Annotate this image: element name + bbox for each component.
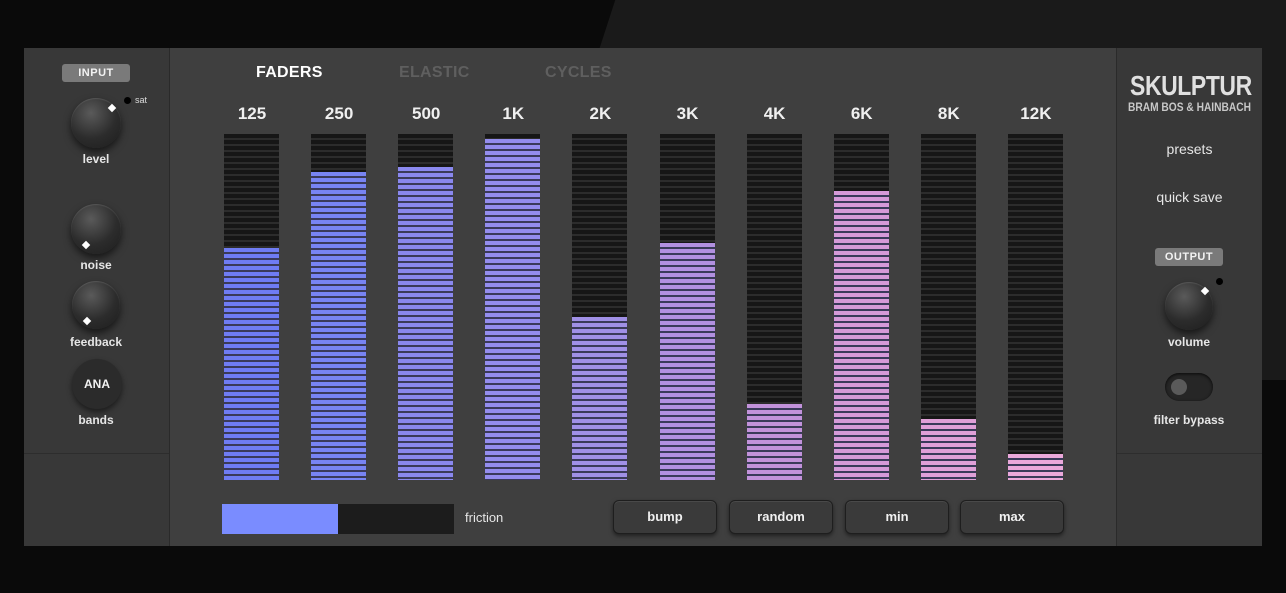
- fader-label-4k: 4K: [763, 104, 786, 123]
- tab-elastic[interactable]: ELASTIC: [399, 64, 470, 81]
- fader-label-500: 500: [412, 104, 441, 123]
- fader-label-6k: 6K: [850, 104, 873, 123]
- fader-fill: [1007, 454, 1063, 480]
- fader-125[interactable]: [224, 134, 279, 480]
- quick-save-link[interactable]: quick save: [1156, 189, 1223, 205]
- fader-label-8k: 8K: [937, 104, 960, 123]
- knob-indicator: [1200, 286, 1210, 296]
- fader-fill: [746, 404, 802, 480]
- fader-6k[interactable]: [833, 134, 889, 480]
- fader-fill: [659, 243, 715, 480]
- friction-slider[interactable]: [222, 504, 454, 534]
- fader-4k[interactable]: [746, 134, 802, 480]
- fader-label-12k: 12K: [1020, 104, 1052, 123]
- input-panel: INPUT sat level noise feedback ANA bands: [24, 48, 170, 546]
- fader-handle: [224, 248, 279, 250]
- level-label: level: [82, 152, 110, 166]
- volume-indicator-dot: [1216, 278, 1223, 285]
- sat-label: sat: [135, 95, 148, 105]
- volume-label: volume: [1167, 335, 1210, 349]
- knob-indicator: [82, 316, 92, 326]
- fader-label-125: 125: [237, 104, 267, 123]
- input-badge: INPUT: [62, 64, 130, 82]
- fader-fill: [833, 191, 889, 480]
- bump-button[interactable]: bump: [613, 500, 717, 534]
- bands-label: bands: [78, 413, 114, 427]
- fader-500[interactable]: [398, 134, 454, 480]
- min-button[interactable]: min: [845, 500, 949, 534]
- volume-knob[interactable]: [1165, 282, 1213, 330]
- tab-faders[interactable]: FADERS: [256, 64, 323, 81]
- knob-indicator: [107, 103, 117, 113]
- divider: [1117, 453, 1262, 454]
- fader-fill: [572, 317, 628, 480]
- friction-label: friction: [465, 510, 504, 525]
- fader-fill: [224, 248, 279, 480]
- fader-handle: [920, 419, 976, 421]
- fader-handle: [398, 167, 454, 169]
- max-button[interactable]: max: [960, 500, 1064, 534]
- noise-label: noise: [80, 258, 112, 272]
- feedback-knob[interactable]: [72, 281, 120, 329]
- fader-1k[interactable]: [485, 134, 541, 480]
- presets-link[interactable]: presets: [1166, 141, 1213, 157]
- fader-handle: [485, 139, 541, 141]
- fader-label-3k: 3K: [676, 104, 699, 123]
- divider: [24, 453, 169, 454]
- fader-8k[interactable]: [920, 134, 976, 480]
- noise-knob[interactable]: [71, 204, 121, 254]
- fader-fill: [311, 172, 367, 480]
- bands-ana-button[interactable]: ANA: [72, 359, 122, 409]
- fader-handle: [1007, 454, 1063, 456]
- plugin-window: INPUT sat level noise feedback ANA bands…: [24, 48, 1262, 546]
- logo-subtitle: BRAM BOS & HAINBACH: [1128, 100, 1251, 114]
- fader-fill: [485, 139, 541, 480]
- friction-slider-fill: [222, 504, 338, 534]
- output-panel: SKULPTUR BRAM BOS & HAINBACH presets qui…: [1116, 48, 1262, 546]
- toggle-thumb: [1171, 379, 1187, 395]
- fader-12k[interactable]: [1007, 134, 1063, 480]
- fader-label-1k: 1K: [502, 104, 525, 123]
- filter-bypass-toggle[interactable]: [1165, 373, 1213, 401]
- output-badge: OUTPUT: [1155, 248, 1223, 266]
- fader-handle: [572, 317, 628, 319]
- fader-handle: [311, 172, 367, 174]
- level-knob[interactable]: [71, 98, 121, 148]
- fader-2k[interactable]: [572, 134, 628, 480]
- logo-title: SKULPTUR: [1130, 70, 1252, 101]
- random-button[interactable]: random: [729, 500, 833, 534]
- faders-panel: FADERS ELASTIC CYCLES 125 250 500 1K 2K 3K 4K 6…: [170, 48, 1117, 546]
- sat-indicator-dot: [124, 97, 131, 104]
- fader-handle: [659, 243, 715, 245]
- tab-cycles[interactable]: CYCLES: [545, 64, 612, 81]
- knob-indicator: [81, 240, 91, 250]
- fader-handle: [746, 404, 802, 406]
- filter-bypass-label: filter bypass: [1153, 413, 1225, 427]
- fader-handle: [833, 191, 889, 193]
- feedback-label: feedback: [69, 335, 123, 349]
- fader-250[interactable]: [311, 134, 367, 480]
- fader-label-2k: 2K: [589, 104, 612, 123]
- fader-3k[interactable]: [659, 134, 715, 480]
- fader-fill: [398, 167, 454, 480]
- fader-label-250: 250: [324, 104, 354, 123]
- fader-fill: [920, 419, 976, 480]
